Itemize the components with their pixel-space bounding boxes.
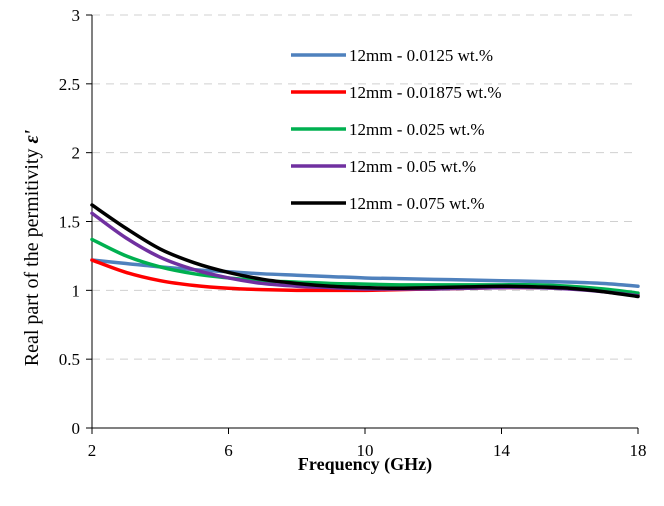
y-tick-label: 1 — [72, 281, 81, 300]
y-tick-label: 0 — [72, 419, 81, 438]
legend-label-4: 12mm - 0.05 wt.% — [349, 157, 476, 176]
x-tick-label: 2 — [88, 441, 97, 460]
legend-label-5: 12mm - 0.075 wt.% — [349, 194, 485, 213]
series-line-1 — [90, 258, 640, 288]
y-axis-title: Real part of the permitivity ε' — [21, 129, 43, 366]
legend: 12mm - 0.0125 wt.% 12mm - 0.01875 wt.% 12m… — [291, 46, 502, 213]
y-axis: 0 0.5 1 1.5 2 2.5 3 — [59, 6, 93, 438]
legend-label-1: 12mm - 0.0125 wt.% — [349, 46, 493, 65]
legend-label-2: 12mm - 0.01875 wt.% — [349, 83, 502, 102]
x-tick-label: 10 — [357, 441, 374, 460]
series-lines — [90, 203, 640, 299]
x-axis: 2 6 10 14 18 — [88, 427, 647, 460]
y-tick-label: 1.5 — [59, 213, 80, 232]
y-tick-label: 0.5 — [59, 350, 80, 369]
legend-label-3: 12mm - 0.025 wt.% — [349, 120, 485, 139]
x-tick-label: 14 — [493, 441, 511, 460]
x-tick-label: 6 — [224, 441, 233, 460]
grid-lines — [92, 14, 638, 360]
series-line-5 — [90, 203, 640, 299]
y-tick-label: 2 — [72, 144, 81, 163]
x-tick-label: 18 — [630, 441, 647, 460]
x-axis-title: Frequency (GHz) — [298, 454, 432, 475]
y-tick-label: 2.5 — [59, 75, 80, 94]
y-tick-label: 3 — [72, 6, 81, 25]
series-line-3 — [90, 237, 640, 295]
